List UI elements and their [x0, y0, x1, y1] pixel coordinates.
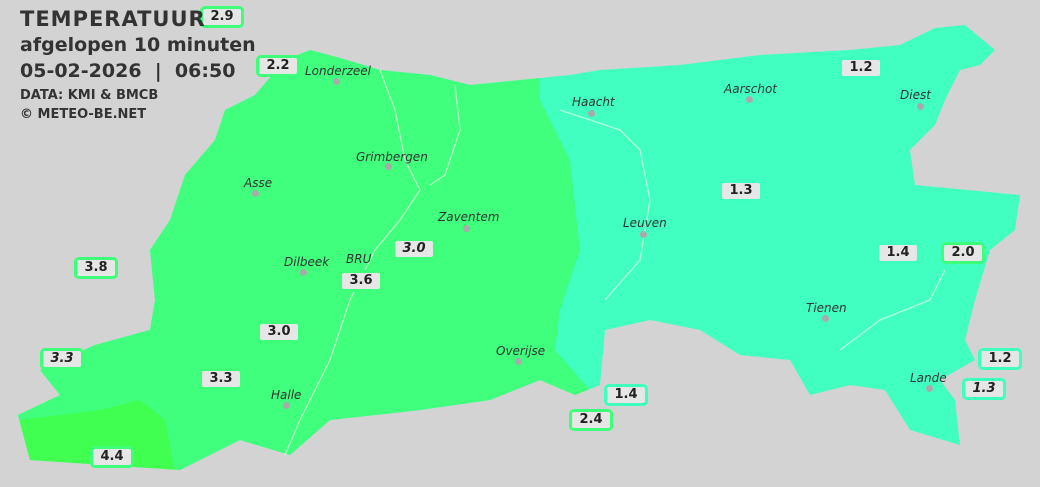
city-label: Grimbergen: [356, 150, 428, 164]
city-dot: [385, 163, 392, 170]
station-label[interactable]: 2.2: [256, 55, 300, 77]
station-label[interactable]: 3.6: [339, 270, 383, 292]
city-dot: [300, 269, 307, 276]
city-label: Halle: [271, 388, 302, 402]
city-dot: [515, 358, 522, 365]
station-label[interactable]: 1.2: [978, 348, 1022, 370]
station-label[interactable]: 1.4: [876, 242, 920, 264]
map-title: TEMPERATUUR: [20, 7, 206, 31]
station-label[interactable]: 1.2: [839, 57, 883, 79]
city-label: Diest: [900, 88, 931, 102]
station-label[interactable]: 1.3: [719, 180, 763, 202]
zone-warm: [20, 400, 175, 470]
city-dot: [333, 78, 340, 85]
city-dot: [463, 225, 470, 232]
station-label[interactable]: 3.0: [392, 238, 436, 260]
city-label: Asse: [244, 176, 273, 190]
map-subtitle: afgelopen 10 minuten: [20, 34, 256, 56]
river-line: [429, 84, 461, 186]
city-label: Leuven: [623, 216, 667, 230]
river-line: [839, 269, 946, 351]
city-label: Lande: [910, 371, 947, 385]
station-label[interactable]: 3.0: [257, 321, 301, 343]
city-dot: [252, 190, 259, 197]
river-line: [284, 69, 421, 456]
data-source: DATA: KMI & BMCB: [20, 88, 159, 103]
city-label: Overijse: [496, 344, 546, 358]
city-dot: [822, 315, 829, 322]
datetime: 05-02-2026 | 06:50: [20, 60, 236, 82]
city-label: Tienen: [806, 301, 847, 315]
city-label: Dilbeek: [284, 255, 330, 269]
city-label: BRU: [346, 252, 372, 266]
station-label[interactable]: 3.8: [74, 257, 118, 279]
city-dot: [926, 385, 933, 392]
station-label[interactable]: 3.3: [199, 368, 243, 390]
river-line: [559, 109, 651, 301]
city-dot: [640, 231, 647, 238]
station-label[interactable]: 2.4: [569, 409, 613, 431]
station-label[interactable]: 4.4: [90, 446, 134, 468]
city-dot: [283, 402, 290, 409]
station-label[interactable]: 3.3: [40, 348, 84, 370]
city-label: Haacht: [572, 95, 615, 109]
station-label[interactable]: 1.3: [962, 378, 1006, 400]
city-dot: [746, 96, 753, 103]
station-label[interactable]: 2.9: [200, 6, 244, 28]
city-label: Zaventem: [438, 210, 500, 224]
copyright: © METEO-BE.NET: [20, 107, 147, 122]
city-label: Londerzeel: [305, 64, 371, 78]
station-label[interactable]: 2.0: [941, 242, 985, 264]
station-label[interactable]: 1.4: [604, 384, 648, 406]
city-dot: [588, 110, 595, 117]
city-label: Aarschot: [724, 82, 777, 96]
city-dot: [917, 103, 924, 110]
